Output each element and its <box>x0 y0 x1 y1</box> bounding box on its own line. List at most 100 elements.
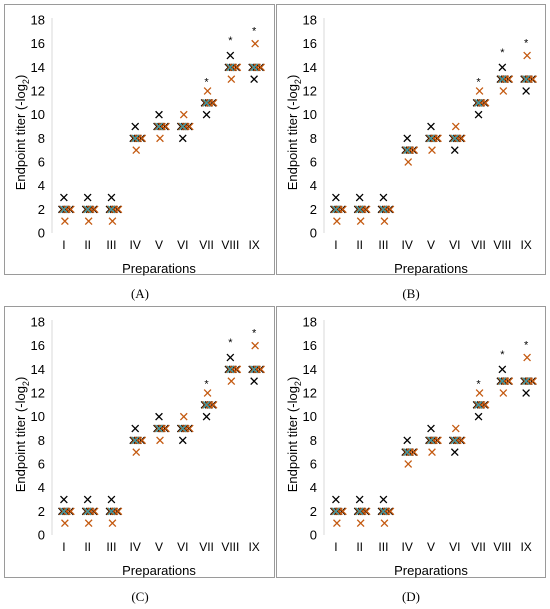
data-point <box>250 377 258 386</box>
data-point <box>481 98 490 107</box>
data-point-stroke <box>138 436 147 445</box>
data-point <box>480 98 489 107</box>
data-point-stroke <box>356 217 365 226</box>
data-point <box>528 377 536 386</box>
data-point-stroke <box>523 51 531 60</box>
x-tick-label: I <box>334 540 337 554</box>
data-point-stroke <box>61 519 69 528</box>
data-point <box>60 495 68 504</box>
y-tick-label: 8 <box>310 433 317 448</box>
y-tick-label: 14 <box>31 362 45 377</box>
data-point-stroke <box>498 365 507 374</box>
data-point-stroke <box>450 146 459 155</box>
data-point <box>428 448 436 457</box>
data-point-stroke <box>504 75 513 84</box>
significance-asterisk: * <box>204 76 209 88</box>
data-point <box>226 51 235 60</box>
data-point <box>84 519 93 528</box>
data-point <box>475 389 484 397</box>
data-point <box>67 507 75 516</box>
data-point-stroke <box>474 110 483 119</box>
data-point <box>161 122 169 131</box>
y-tick-label: 8 <box>310 131 317 146</box>
significance-asterisk: * <box>252 25 257 37</box>
y-axis-title: Endpoint titer (-log2) <box>285 377 303 493</box>
data-point <box>184 122 193 131</box>
significance-asterisk: * <box>204 378 209 390</box>
data-point <box>60 193 68 202</box>
data-point-stroke <box>226 51 235 60</box>
y-tick-label: 4 <box>310 480 317 495</box>
data-point-stroke <box>132 146 141 155</box>
data-point-stroke <box>361 507 370 516</box>
y-tick-label: 12 <box>303 386 317 401</box>
data-point <box>522 377 530 386</box>
data-point-stroke <box>498 75 507 84</box>
data-point-stroke <box>131 122 140 131</box>
data-point <box>362 507 371 516</box>
y-tick-label: 0 <box>310 528 317 543</box>
data-point <box>250 365 258 374</box>
data-point <box>208 400 217 409</box>
data-point <box>498 75 507 84</box>
data-point-stroke <box>131 424 140 433</box>
data-point-stroke <box>107 507 116 516</box>
data-point <box>202 98 211 107</box>
data-point-stroke <box>250 377 258 386</box>
data-point <box>113 507 122 516</box>
y-axis-title: Endpoint titer (-log2) <box>285 75 303 191</box>
data-point-stroke <box>209 400 218 409</box>
data-point <box>450 448 459 457</box>
x-axis-title: Preparations <box>394 261 468 276</box>
y-tick-label: 12 <box>31 386 45 401</box>
y-tick-label: 4 <box>310 178 317 193</box>
data-point <box>179 412 188 421</box>
data-point <box>385 507 394 516</box>
x-tick-label: VIII <box>221 540 239 554</box>
chart-panel-c: 0 2 4 6 8 10 12 14 16 18 I II III IV V VI VII VIII IX Prepa… <box>4 306 275 578</box>
data-point <box>355 495 364 504</box>
data-point <box>232 63 241 72</box>
data-point <box>256 63 264 72</box>
data-point-stroke <box>332 495 340 504</box>
x-tick-label: VII <box>199 238 214 252</box>
data-point-stroke <box>355 507 364 516</box>
data-point <box>114 205 123 214</box>
data-point-stroke <box>233 365 242 374</box>
data-point-stroke <box>251 341 259 350</box>
data-point <box>178 134 187 143</box>
data-point-stroke <box>178 122 187 131</box>
data-point-stroke <box>332 205 340 214</box>
y-tick-label: 14 <box>303 60 317 75</box>
data-point-stroke <box>161 424 169 433</box>
data-point-stroke <box>403 134 412 143</box>
data-point <box>481 400 490 409</box>
data-point <box>427 134 435 143</box>
data-point <box>356 217 365 226</box>
data-point <box>202 400 211 409</box>
data-point-stroke <box>60 193 68 202</box>
data-point <box>131 436 140 445</box>
data-point-stroke <box>202 98 211 107</box>
y-tick-label: 2 <box>310 202 317 217</box>
y-tick-label: 8 <box>38 131 45 146</box>
data-point-stroke <box>362 205 371 214</box>
data-point-stroke <box>203 87 212 95</box>
data-point-stroke <box>456 436 465 445</box>
data-point <box>227 377 236 386</box>
data-point <box>226 365 235 374</box>
data-point <box>474 412 483 421</box>
data-point-stroke <box>179 412 188 421</box>
data-point <box>107 507 116 516</box>
data-point <box>433 436 441 445</box>
significance-asterisk: * <box>476 76 481 88</box>
data-point-stroke <box>474 412 483 421</box>
data-point-stroke <box>333 217 341 226</box>
data-point-stroke <box>232 365 241 374</box>
data-point <box>226 63 235 72</box>
data-point <box>338 205 346 214</box>
data-point <box>137 134 146 143</box>
data-point-stroke <box>505 75 514 84</box>
